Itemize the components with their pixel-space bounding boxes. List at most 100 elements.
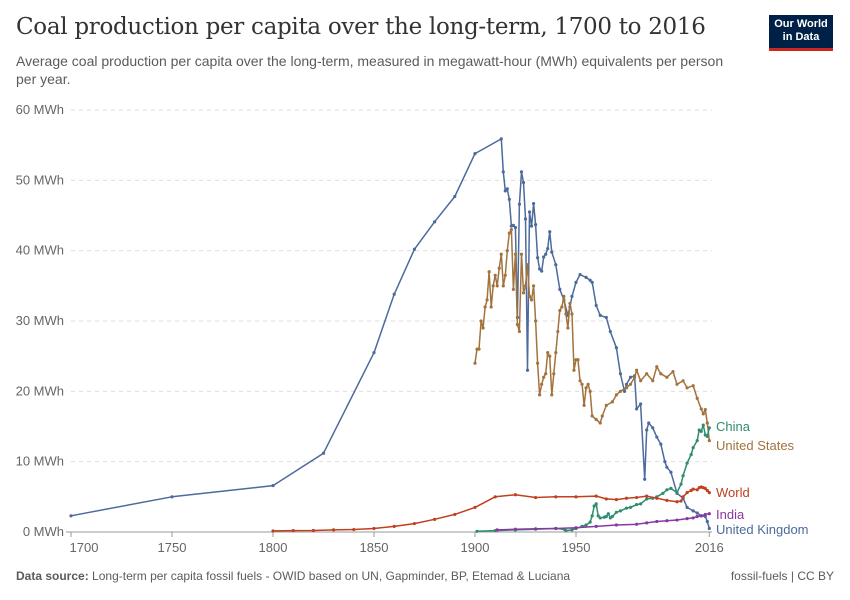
data-point — [534, 495, 538, 500]
data-point — [669, 486, 673, 490]
y-tick-label: 50 MWh — [16, 172, 64, 187]
data-point — [665, 375, 669, 379]
data-point — [473, 152, 477, 156]
data-point — [509, 227, 513, 232]
source-text[interactable]: Long-term per capita fossil fuels - OWID… — [92, 569, 571, 583]
data-point — [511, 287, 515, 291]
data-point — [475, 529, 479, 533]
data-point — [493, 495, 497, 499]
data-point — [570, 294, 574, 298]
data-point — [699, 407, 703, 411]
data-point — [628, 382, 633, 386]
data-point — [291, 528, 295, 533]
series-line-united-states — [474, 228, 711, 441]
y-tick-label: 60 MWh — [16, 102, 64, 117]
data-point — [501, 170, 505, 174]
data-point — [536, 361, 540, 365]
chart-subtitle: Average coal production per capita over … — [16, 53, 724, 87]
data-point — [479, 319, 483, 323]
data-point — [691, 384, 695, 388]
owid-logo[interactable]: Our World in Data — [769, 15, 833, 51]
data-point — [691, 446, 695, 450]
data-point — [614, 498, 619, 502]
data-point — [655, 365, 659, 369]
data-point — [707, 438, 711, 443]
y-tick-label: 40 MWh — [16, 243, 64, 258]
data-point — [69, 514, 73, 518]
data-point — [558, 287, 562, 291]
data-point — [433, 220, 437, 224]
data-point — [588, 520, 592, 524]
license[interactable]: fossil-fuels | CC BY — [730, 569, 834, 583]
data-point — [635, 407, 639, 411]
data-point — [556, 329, 560, 334]
data-point — [707, 426, 711, 430]
y-tick-label: 20 MWh — [16, 383, 64, 398]
data-point — [705, 421, 709, 425]
data-point — [564, 528, 568, 533]
data-point — [681, 474, 685, 478]
data-point — [511, 223, 515, 227]
data-point — [562, 294, 566, 298]
data-point — [628, 375, 633, 379]
data-point — [560, 305, 564, 309]
data-point — [598, 516, 602, 520]
data-point — [665, 519, 669, 523]
x-tick-label: 1700 — [70, 540, 99, 555]
data-point — [542, 375, 546, 379]
data-point — [578, 379, 582, 383]
data-point — [473, 361, 477, 365]
data-point — [618, 372, 623, 376]
data-point — [554, 263, 558, 267]
data-point — [695, 511, 699, 515]
data-point — [519, 170, 524, 174]
data-point — [529, 224, 534, 228]
data-point — [598, 421, 602, 425]
data-point — [624, 506, 629, 510]
data-point — [582, 403, 586, 408]
data-point — [534, 527, 538, 531]
data-point — [503, 273, 507, 277]
data-point — [412, 521, 416, 526]
data-point — [481, 326, 485, 330]
data-point — [665, 488, 669, 492]
data-point — [352, 527, 356, 532]
data-point — [651, 379, 655, 383]
data-point — [645, 494, 649, 498]
data-point — [707, 491, 711, 495]
data-point — [604, 514, 608, 519]
data-point — [580, 382, 584, 386]
data-point — [531, 201, 536, 206]
data-point — [584, 523, 588, 527]
data-point — [705, 519, 709, 524]
data-point — [695, 514, 699, 519]
data-point — [501, 284, 505, 288]
data-point — [663, 460, 667, 464]
series-label: China — [716, 419, 751, 434]
x-tick-label: 1900 — [461, 540, 490, 555]
data-point — [635, 502, 639, 507]
series-label: United States — [716, 438, 795, 453]
data-point — [412, 247, 416, 251]
data-point — [521, 180, 526, 185]
data-point — [517, 329, 522, 334]
y-tick-label: 10 MWh — [16, 454, 64, 469]
data-point — [679, 499, 683, 503]
data-source: Data source: Long-term per capita fossil… — [16, 569, 570, 583]
data-point — [536, 256, 540, 260]
data-point — [643, 477, 647, 481]
data-point — [372, 351, 376, 355]
data-point — [513, 527, 518, 531]
data-point — [517, 202, 522, 206]
data-point — [689, 453, 693, 457]
data-point — [594, 502, 598, 506]
data-point — [685, 461, 689, 465]
data-point — [544, 372, 548, 376]
data-point — [548, 230, 552, 234]
data-point — [515, 322, 520, 327]
data-point — [614, 523, 619, 527]
data-point — [332, 528, 336, 532]
x-tick-label: 1750 — [158, 540, 187, 555]
data-point — [624, 496, 629, 500]
data-point — [499, 137, 503, 141]
